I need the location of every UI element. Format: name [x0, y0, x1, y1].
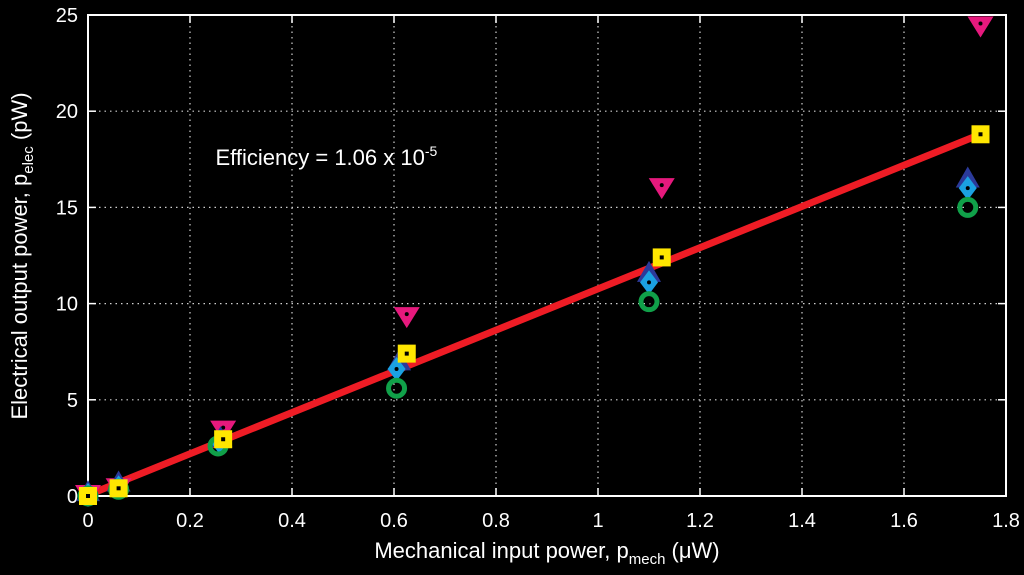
y-tick-label: 25 — [56, 5, 78, 27]
y-tick-label: 5 — [67, 390, 78, 412]
x-tick-label: 1.4 — [788, 510, 816, 532]
x-tick-label: 0 — [82, 510, 93, 532]
y-axis-label-main: Electrical output power, p — [7, 174, 32, 420]
fit-line-layer — [86, 131, 982, 499]
data-point-triangle-down — [648, 178, 675, 200]
y-tick-label: 0 — [67, 486, 78, 508]
x-axis-label-unit: (μW) — [665, 538, 719, 563]
data-point-triangle-down — [393, 307, 420, 329]
data-point-square — [214, 430, 233, 449]
data-point-diamond — [958, 176, 977, 201]
data-point-square — [79, 487, 97, 505]
x-tick-label: 1.2 — [686, 510, 714, 532]
fit-line — [86, 131, 982, 499]
data-point-circle — [638, 291, 660, 313]
x-tick-label: 1.8 — [992, 510, 1020, 532]
y-axis-label-sub: elec — [20, 146, 37, 174]
data-point-circle — [957, 196, 979, 218]
y-tick-label: 15 — [56, 197, 78, 219]
grid — [88, 15, 1006, 496]
x-tick-label: 1 — [592, 510, 603, 532]
axis-ticks: 0 0.2 0.4 0.6 0.8 1 1.2 1.4 1.6 1.8 0 5 10 15 20 25 — [56, 5, 1020, 532]
plot-frame — [87, 14, 1007, 497]
efficiency-text: Efficiency = 1.06 x 10 — [216, 145, 425, 170]
y-axis-label: Electrical output power, pelec (pW) — [7, 92, 37, 419]
data-point-diamond — [387, 357, 406, 382]
data-point-square — [971, 125, 990, 144]
data-point-square — [109, 479, 128, 498]
x-tick-label: 0.2 — [176, 510, 204, 532]
data-point-circle — [386, 377, 408, 399]
y-tick-label: 20 — [56, 101, 78, 123]
y-tick-label: 10 — [56, 294, 78, 316]
data-point-diamond — [640, 270, 658, 295]
x-axis-label: Mechanical input power, pmech (μW) — [374, 538, 719, 568]
data-point-triangle-down — [967, 16, 994, 38]
efficiency-annotation: Efficiency = 1.06 x 10-5 — [216, 143, 438, 170]
x-tick-label: 0.6 — [380, 510, 408, 532]
data-point-square — [397, 344, 416, 363]
data-markers — [75, 16, 994, 508]
x-tick-label: 1.6 — [890, 510, 918, 532]
y-axis-label-unit: (pW) — [7, 92, 32, 146]
data-point-square — [652, 248, 671, 267]
x-tick-label: 0.8 — [482, 510, 510, 532]
efficiency-exponent: -5 — [425, 143, 438, 159]
x-axis-label-main: Mechanical input power, p — [374, 538, 628, 563]
x-tick-label: 0.4 — [278, 510, 306, 532]
x-axis-label-sub: mech — [629, 551, 666, 568]
